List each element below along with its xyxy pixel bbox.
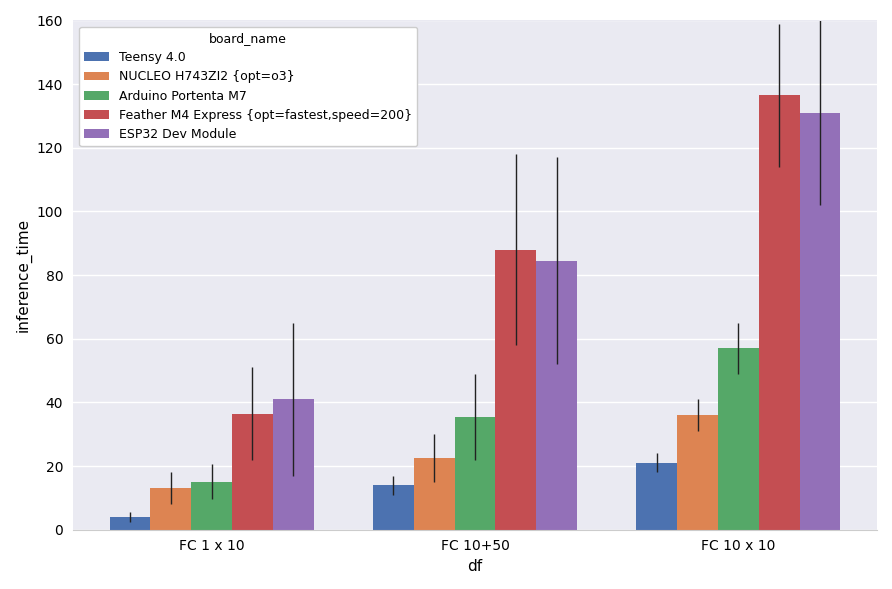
Bar <box>636 463 677 530</box>
Bar <box>495 250 536 530</box>
Bar <box>110 517 151 530</box>
Legend: Teensy 4.0, NUCLEO H743ZI2 {opt=o3}, Arduino Portenta M7, Feather M4 Express {op: Teensy 4.0, NUCLEO H743ZI2 {opt=o3}, Ard… <box>79 27 417 146</box>
Bar <box>536 261 577 530</box>
Bar <box>373 485 414 530</box>
Bar <box>191 482 232 530</box>
Bar <box>799 113 840 530</box>
Bar <box>718 348 759 530</box>
X-axis label: df: df <box>467 559 483 574</box>
Bar <box>151 488 191 530</box>
Bar <box>759 95 799 530</box>
Bar <box>414 458 455 530</box>
Y-axis label: inference_time: inference_time <box>15 218 31 332</box>
Bar <box>455 417 495 530</box>
Bar <box>273 399 314 530</box>
Bar <box>232 413 273 530</box>
Bar <box>677 415 718 530</box>
